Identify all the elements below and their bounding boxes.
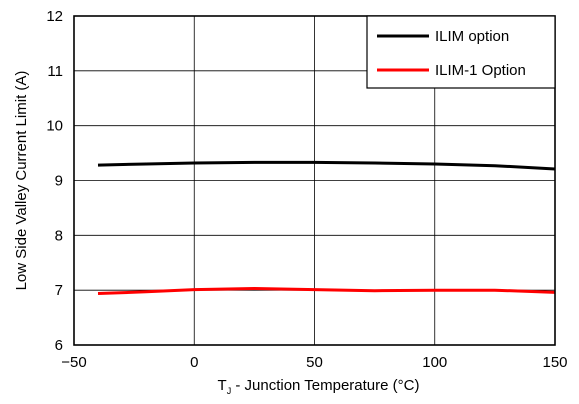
y-tick-label: 9 — [55, 173, 63, 190]
tick-labels: −50 0 50 100 150 6 7 8 9 10 11 12 — [46, 8, 567, 371]
x-tick-label: 100 — [422, 354, 447, 371]
y-tick-label: 11 — [47, 63, 63, 80]
x-tick-label: 50 — [306, 354, 323, 371]
y-tick-label: 6 — [55, 337, 63, 354]
series-line-1 — [97, 287, 556, 295]
plot-frame — [73, 15, 556, 346]
y-tick-label: 12 — [46, 8, 63, 25]
legend-box — [366, 15, 556, 89]
series-line-0 — [97, 160, 556, 171]
y-tick-label: 10 — [46, 118, 63, 135]
series-group — [97, 160, 556, 295]
x-axis-title-subscript: J — [227, 386, 232, 396]
legend: ILIM option ILIM-1 Option — [366, 15, 556, 89]
x-tick-label: 150 — [542, 354, 567, 371]
legend-label-ilim: ILIM option — [435, 28, 509, 45]
y-tick-label: 8 — [55, 227, 63, 244]
x-axis-title-prefix: T — [218, 377, 227, 394]
x-axis-title: TJ - Junction Temperature (°C) — [218, 377, 420, 396]
x-axis-title-rest: - Junction Temperature (°C) — [231, 377, 419, 394]
y-axis-title: Low Side Valley Current Limit (A) — [13, 71, 30, 291]
legend-label-ilim-1: ILIM-1 Option — [435, 62, 526, 79]
x-tick-label: 0 — [190, 354, 198, 371]
x-tick-label: −50 — [61, 354, 86, 371]
y-tick-label: 7 — [55, 282, 63, 299]
